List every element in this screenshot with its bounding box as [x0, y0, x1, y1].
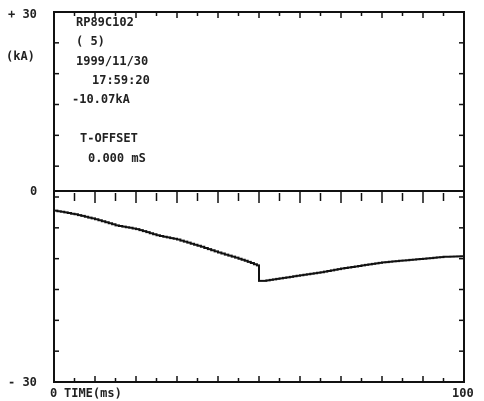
offset-label: T-OFFSET — [80, 131, 138, 145]
y-tick-bottom: - 30 — [8, 375, 37, 389]
y-axis-label: (kA) — [6, 49, 35, 63]
y-tick-zero: 0 — [30, 184, 37, 198]
x-tick-right: 100 — [452, 386, 474, 400]
offset-value: 0.000 mS — [88, 151, 146, 165]
record-sub: ( 5) — [76, 34, 105, 48]
peak-value: -10.07kA — [72, 92, 131, 106]
annotation-block: RP89C102 ( 5) 1999/11/30 17:59:20 -10.07… — [72, 15, 150, 165]
record-time: 17:59:20 — [92, 73, 150, 87]
axis-ticks — [53, 11, 465, 383]
record-id: RP89C102 — [76, 15, 134, 29]
current-trace — [54, 209, 465, 282]
y-tick-top: + 30 — [8, 7, 37, 21]
record-date: 1999/11/30 — [76, 54, 148, 68]
x-axis-label: TIME(ms) — [64, 386, 122, 400]
x-tick-left: 0 — [50, 386, 57, 400]
